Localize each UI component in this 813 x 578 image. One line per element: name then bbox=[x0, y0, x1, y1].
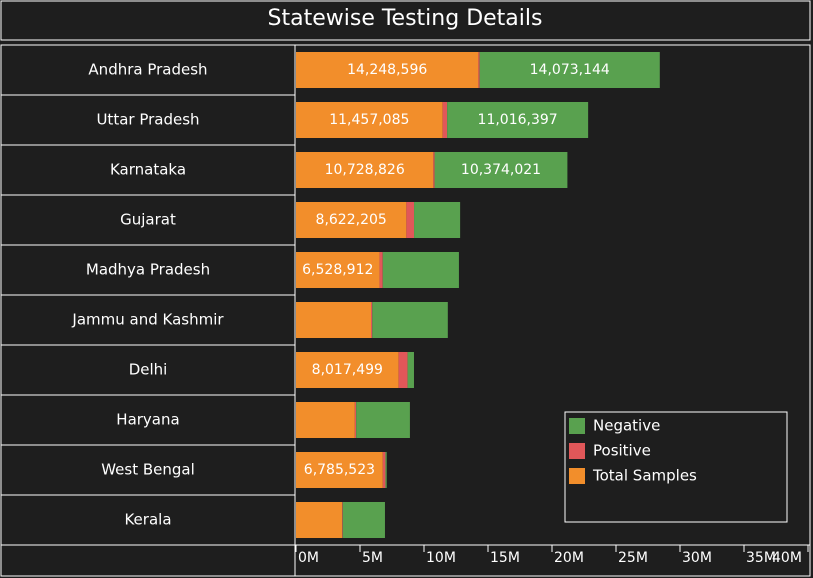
bar-segment bbox=[478, 52, 480, 88]
bar-segment bbox=[296, 352, 399, 388]
bar-segment bbox=[371, 302, 373, 338]
bar-segment bbox=[407, 352, 414, 388]
bar-segment bbox=[406, 202, 415, 238]
bar-segment bbox=[342, 502, 343, 538]
legend-box bbox=[564, 411, 788, 523]
bar-segment bbox=[296, 152, 434, 188]
category-label: Delhi bbox=[129, 361, 168, 379]
x-tick-label: 25M bbox=[618, 550, 648, 566]
legend-label: Total Samples bbox=[592, 467, 697, 485]
title-bar bbox=[0, 0, 811, 41]
bar-segment bbox=[356, 402, 410, 438]
bar-segment bbox=[296, 52, 479, 88]
legend-swatch bbox=[569, 418, 585, 434]
bar-segment bbox=[414, 202, 461, 238]
legend-label: Negative bbox=[593, 417, 660, 435]
bar-segment bbox=[379, 252, 383, 288]
category-label: West Bengal bbox=[101, 461, 195, 479]
bar-segment bbox=[296, 252, 380, 288]
value-label: 6,785,523 bbox=[304, 462, 375, 478]
value-label: 6,528,912 bbox=[302, 262, 373, 278]
value-label: 8,017,499 bbox=[312, 362, 383, 378]
value-label: 14,248,596 bbox=[347, 62, 427, 78]
legend-swatch bbox=[569, 468, 585, 484]
bar-segment bbox=[296, 302, 372, 338]
bar-segment bbox=[434, 152, 568, 188]
category-label: Karnataka bbox=[110, 161, 186, 179]
x-tick-label: 35M bbox=[746, 550, 776, 566]
chart-title: Statewise Testing Details bbox=[268, 6, 543, 31]
bar-segment bbox=[479, 52, 660, 88]
value-label: 10,374,021 bbox=[461, 162, 541, 178]
category-label: Madhya Pradesh bbox=[86, 261, 210, 279]
bar-segment bbox=[296, 402, 355, 438]
bar-segment bbox=[296, 452, 383, 488]
category-label: Kerala bbox=[124, 511, 171, 529]
bar-segment bbox=[442, 102, 448, 138]
x-tick-label: 20M bbox=[554, 550, 584, 566]
bar-segment bbox=[354, 402, 357, 438]
bar-segment bbox=[447, 102, 589, 138]
x-tick-label: 40M bbox=[772, 550, 802, 566]
category-label: Gujarat bbox=[120, 211, 176, 229]
x-tick-label: 0M bbox=[298, 550, 319, 566]
value-label: 11,457,085 bbox=[329, 112, 409, 128]
category-label: Haryana bbox=[116, 411, 179, 429]
value-label: 8,622,205 bbox=[316, 212, 387, 228]
x-tick-label: 5M bbox=[362, 550, 383, 566]
value-label: 11,016,397 bbox=[478, 112, 558, 128]
frame bbox=[0, 44, 811, 577]
x-tick-label: 10M bbox=[426, 550, 456, 566]
bar-segment bbox=[296, 202, 407, 238]
bar-segment bbox=[296, 502, 343, 538]
bar-segment bbox=[296, 102, 443, 138]
category-label: Uttar Pradesh bbox=[96, 111, 199, 129]
bar-segment bbox=[398, 352, 408, 388]
x-tick-label: 15M bbox=[490, 550, 520, 566]
legend-swatch bbox=[569, 443, 585, 459]
x-tick-label: 30M bbox=[682, 550, 712, 566]
category-label: Jammu and Kashmir bbox=[71, 311, 224, 329]
bar-segment bbox=[372, 302, 448, 338]
bar-segment bbox=[382, 452, 386, 488]
bar-segment bbox=[385, 452, 387, 488]
legend-label: Positive bbox=[593, 442, 651, 460]
bar-segment bbox=[433, 152, 435, 188]
category-label: Andhra Pradesh bbox=[88, 61, 207, 79]
bar-segment bbox=[382, 252, 459, 288]
value-label: 14,073,144 bbox=[530, 62, 610, 78]
value-label: 10,728,826 bbox=[325, 162, 405, 178]
bar-segment bbox=[342, 502, 385, 538]
